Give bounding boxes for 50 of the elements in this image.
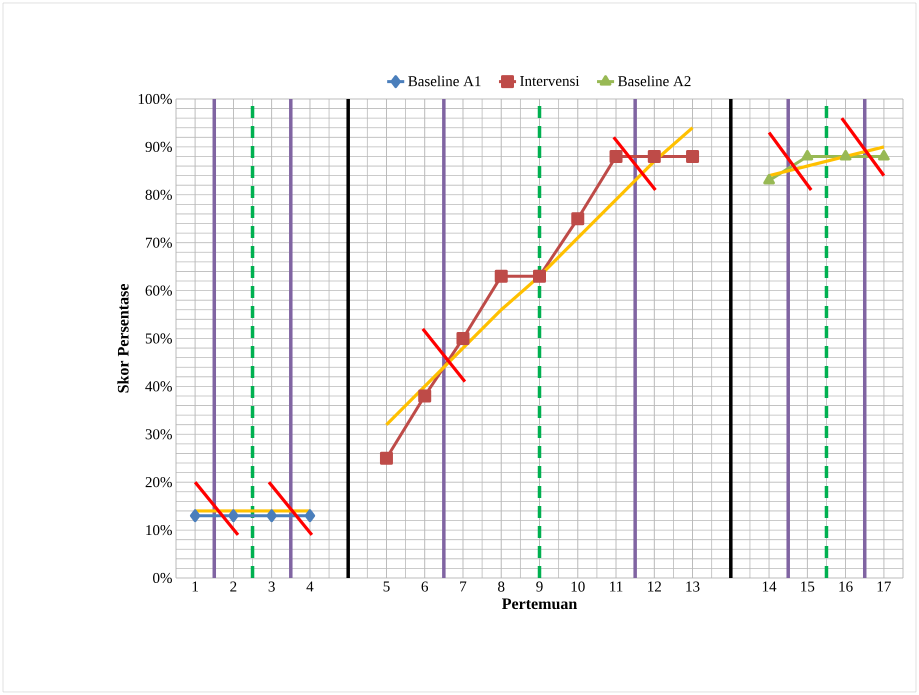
point: [304, 509, 316, 522]
x-tick-label: 14: [762, 582, 776, 592]
x-tick-label: 12: [648, 582, 661, 592]
y-tick-label: 60%: [146, 286, 172, 296]
point: [571, 212, 584, 226]
point: [380, 452, 393, 465]
legend-label: Intervensi: [520, 76, 580, 86]
point: [418, 389, 432, 402]
x-tick-label: 4: [306, 582, 314, 592]
x-tick-label: 3: [268, 582, 275, 592]
x-tick-label: 7: [460, 582, 466, 592]
point: [610, 150, 623, 163]
y-tick-label: 70%: [146, 238, 172, 248]
x-tick-label: 9: [536, 582, 543, 592]
y-tick-label: 0%: [153, 572, 172, 584]
point: [686, 150, 700, 163]
point: [648, 150, 661, 163]
x-tick-label: 16: [839, 582, 853, 592]
x-tick-label: 6: [422, 582, 428, 592]
x-tick-label: 1: [192, 582, 198, 592]
point: [533, 270, 546, 283]
y-tick-label: 20%: [146, 477, 172, 488]
x-tick-label: 11: [610, 582, 622, 592]
x-tick-label: 5: [384, 582, 390, 592]
x-tick-label: 17: [878, 582, 891, 592]
point: [802, 150, 814, 160]
x-tick-label: 2: [230, 582, 236, 592]
x-axis-title: Pertemuan: [502, 598, 578, 610]
point: [266, 509, 277, 522]
y-tick-label: 80%: [146, 190, 172, 200]
y-tick-label: 90%: [145, 142, 172, 152]
point: [763, 174, 775, 184]
legend-label: Baseline A2: [618, 76, 690, 86]
point: [840, 150, 852, 160]
y-tick-label: 30%: [146, 429, 172, 440]
x-tick-label: 8: [498, 582, 504, 592]
x-tick-label: 13: [686, 582, 700, 592]
point: [228, 509, 239, 522]
y-axis-title: Skor Persentase: [117, 284, 129, 393]
legend-label: Baseline A1: [408, 76, 481, 86]
x-tick-label: 10: [572, 582, 585, 592]
y-tick-label: 100%: [138, 94, 172, 104]
point: [878, 150, 890, 160]
y-tick-label: 50%: [146, 333, 172, 344]
x-tick-label: 15: [801, 582, 814, 592]
y-tick-label: 10%: [146, 525, 172, 536]
point: [494, 270, 508, 283]
point: [190, 509, 200, 522]
point: [456, 332, 470, 345]
y-tick-label: 40%: [145, 381, 172, 392]
